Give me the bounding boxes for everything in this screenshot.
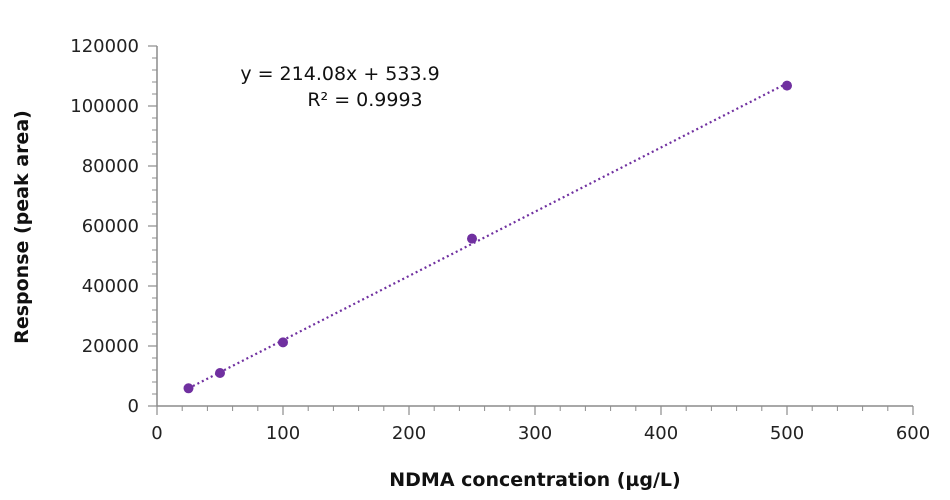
data-point — [278, 337, 288, 348]
y-axis-title: Response (peak area) — [11, 110, 33, 344]
x-axis-title: NDMA concentration (µg/L) — [389, 469, 680, 491]
data-point — [183, 383, 194, 394]
data-point — [782, 80, 792, 91]
trendline-equation: y = 214.08x + 533.9 — [240, 63, 439, 85]
y-tick-label: 20000 — [82, 336, 139, 357]
y-tick-label: 100000 — [70, 96, 139, 117]
y-tick-label: 60000 — [82, 216, 139, 237]
data-point — [215, 368, 225, 378]
x-tick-label: 0 — [151, 423, 162, 444]
x-tick-labels: 0 100 200 300 400 500 600 — [151, 423, 930, 444]
y-tick-label: 80000 — [82, 156, 139, 177]
trendline — [188, 82, 788, 390]
x-tick-label: 400 — [644, 423, 678, 444]
x-tick-label: 100 — [266, 423, 300, 444]
data-points — [183, 80, 792, 394]
axes — [148, 45, 914, 415]
r-squared-label: R² = 0.9993 — [307, 89, 422, 111]
y-tick-label: 40000 — [82, 276, 139, 297]
x-tick-label: 300 — [518, 423, 552, 444]
x-tick-label: 600 — [896, 423, 930, 444]
data-point — [467, 233, 477, 244]
y-tick-label: 120000 — [70, 36, 139, 57]
y-tick-labels: 0 20000 40000 60000 80000 100000 120000 — [70, 36, 139, 417]
y-tick-label: 0 — [128, 396, 139, 417]
x-tick-label: 200 — [392, 423, 426, 444]
x-tick-label: 500 — [770, 423, 804, 444]
